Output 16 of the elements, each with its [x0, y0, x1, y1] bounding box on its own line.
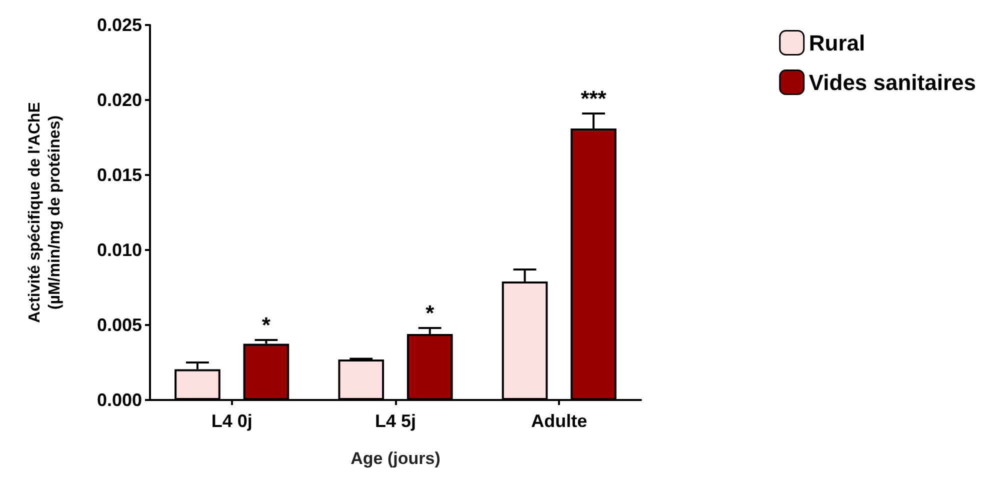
annotation: *: [262, 312, 271, 338]
y-tick-label: 0.025: [96, 15, 142, 35]
y-tick-label: 0.015: [96, 165, 142, 185]
y-axis-title: Activité spécifique de l'AChE (µM/min/mg de protéines): [26, 102, 64, 323]
annotation: *: [426, 300, 435, 326]
legend-label: Vides sanitaires: [808, 70, 976, 95]
y-tick-label: 0.010: [96, 240, 142, 260]
x-axis-title: Age (jours): [350, 449, 440, 468]
y-tick-label: 0.005: [96, 315, 142, 335]
x-tick-label: Adulte: [531, 411, 588, 431]
annotation: ***: [580, 86, 607, 111]
x-tick-label: L4 5j: [374, 411, 416, 431]
x-tick-label: L4 0j: [211, 411, 252, 431]
y-tick-label: 0.000: [96, 390, 142, 410]
legend-label: Rural: [808, 30, 866, 56]
y-tick-label: 0.020: [96, 90, 142, 110]
